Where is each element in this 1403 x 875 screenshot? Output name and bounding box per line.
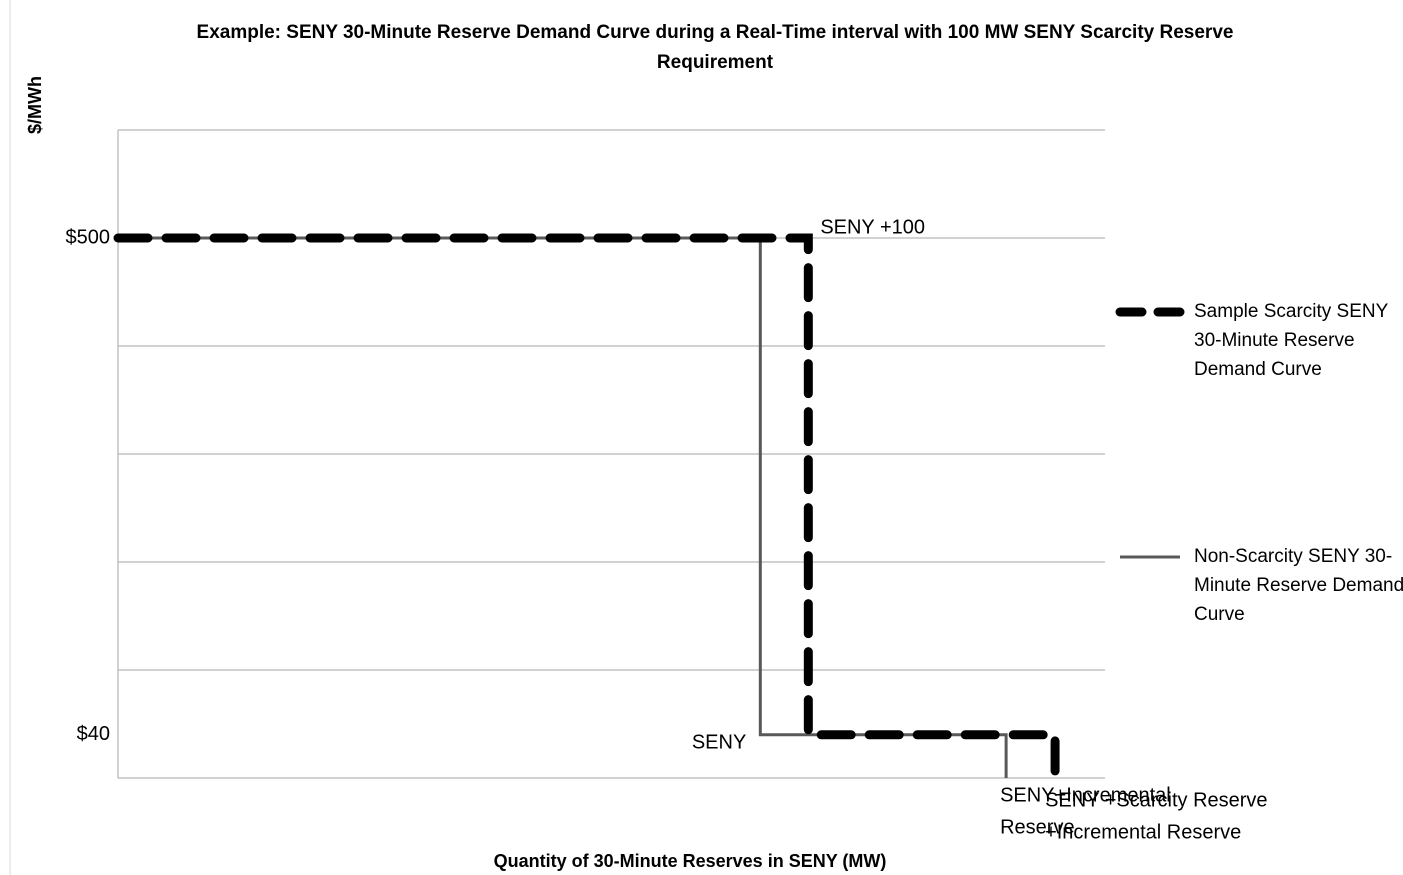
y-tick-label: $40 (77, 723, 110, 745)
chart-title: Example: SENY 30-Minute Reserve Demand C… (196, 22, 1234, 73)
annotation: Reserve (1000, 817, 1074, 839)
legend-label: Sample Scarcity SENY 30-Minute Reserve D… (1194, 301, 1388, 380)
annotation: SENY +Scarcity Reserve (1045, 790, 1268, 812)
annotation: +Incremental Reserve (1045, 822, 1241, 844)
annotation: SENY+Incremental (1000, 785, 1171, 807)
series-line (118, 236, 1008, 778)
annotation: SENY (692, 731, 746, 753)
legend-label: Non-Scarcity SENY 30-Minute Reserve Dema… (1194, 546, 1403, 625)
y-axis-label: $/MWh (25, 76, 45, 134)
x-axis-label: Quantity of 30-Minute Reserves in SENY (… (494, 851, 887, 871)
series-line (113, 233, 1060, 783)
annotation: SENY +100 (820, 217, 925, 239)
y-tick-label: $500 (66, 226, 111, 248)
